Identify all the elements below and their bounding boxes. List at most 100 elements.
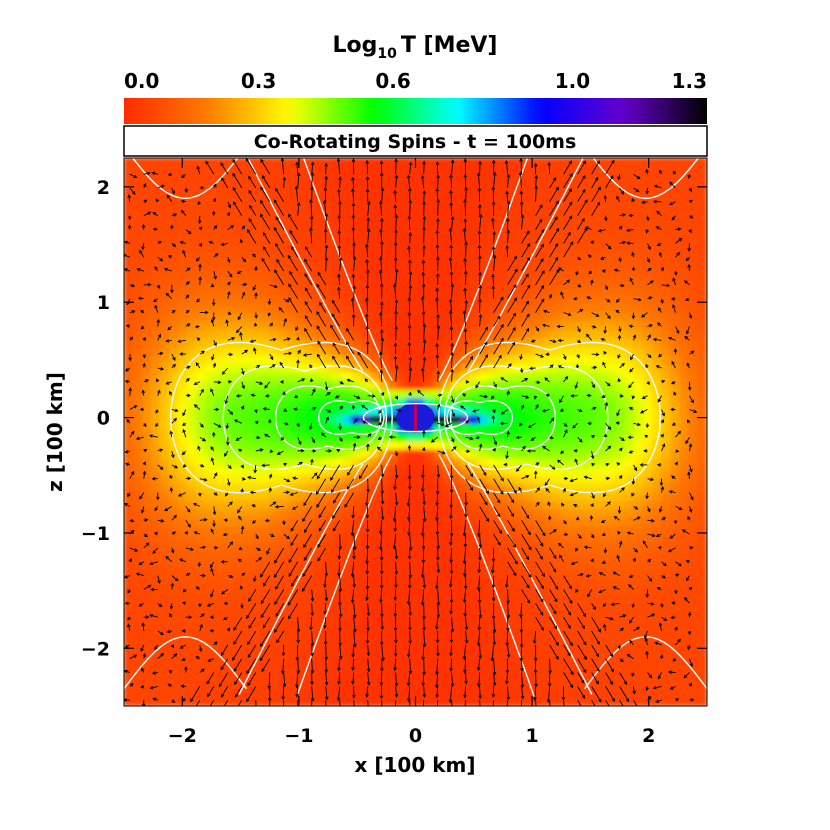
heat-cell	[533, 474, 544, 484]
heat-cell	[515, 508, 526, 519]
heat-cell	[569, 508, 580, 519]
heat-cell	[351, 628, 362, 638]
heat-cell	[651, 559, 662, 570]
heat-cell	[642, 354, 653, 364]
heat-cell	[670, 500, 681, 510]
heat-cell	[387, 328, 398, 339]
velocity-vector	[199, 277, 201, 285]
heat-cell	[241, 285, 253, 296]
heat-cell	[241, 234, 253, 245]
heat-cell	[251, 345, 262, 356]
heat-cell	[451, 166, 462, 176]
velocity-arrowhead	[261, 463, 266, 468]
heat-cell	[232, 559, 243, 570]
heat-cell	[205, 688, 216, 698]
velocity-vector	[157, 319, 159, 327]
velocity-arrowhead	[264, 433, 268, 438]
heat-cell	[150, 397, 161, 407]
heat-cell	[442, 542, 453, 553]
heat-cell	[415, 234, 426, 245]
heat-cell	[588, 551, 599, 561]
heat-cell	[405, 525, 416, 536]
heat-cell	[606, 166, 617, 176]
heat-cell	[378, 260, 389, 270]
heat-cell	[159, 277, 171, 287]
heat-cell	[651, 260, 662, 270]
heat-cell	[451, 243, 462, 253]
heat-cell	[660, 696, 672, 706]
velocity-vector	[255, 449, 263, 452]
heat-cell	[132, 388, 143, 399]
heat-cell	[396, 482, 407, 493]
heat-cell	[515, 500, 526, 510]
heat-cell	[615, 525, 626, 536]
heat-cell	[424, 431, 435, 442]
heat-cell	[169, 285, 180, 296]
heat-cell	[542, 594, 553, 604]
heat-cell	[569, 671, 580, 681]
heat-cell	[697, 431, 707, 442]
heat-cell	[433, 696, 444, 706]
heat-cell	[515, 363, 526, 373]
heat-cell	[141, 397, 152, 407]
heat-cell	[314, 474, 325, 484]
heat-cell	[478, 380, 489, 390]
heat-cell	[260, 679, 271, 690]
heat-cell	[469, 525, 480, 536]
heat-cell	[478, 688, 489, 698]
heat-cell	[533, 422, 544, 433]
heat-cell	[150, 508, 161, 519]
heat-cell	[305, 465, 316, 476]
heat-cell	[323, 662, 335, 673]
heat-cell	[606, 585, 617, 596]
heat-cell	[196, 654, 207, 664]
heat-cell	[533, 354, 544, 364]
heat-cell	[260, 431, 271, 442]
heat-cell	[196, 457, 207, 467]
heat-cell	[214, 320, 225, 330]
heat-cell	[433, 517, 444, 527]
heat-cell	[487, 166, 498, 176]
heat-cell	[241, 251, 253, 262]
heat-cell	[296, 577, 307, 587]
heat-cell	[378, 311, 389, 322]
heat-cell	[323, 260, 335, 270]
heat-cell	[451, 671, 462, 681]
heat-cell	[469, 508, 480, 519]
heat-cell	[342, 517, 353, 527]
heat-cell	[679, 320, 690, 330]
heat-cell	[569, 525, 580, 536]
heat-cell	[132, 551, 143, 561]
heat-cell	[178, 500, 189, 510]
heat-cell	[214, 371, 225, 382]
heat-cell	[415, 594, 426, 604]
heat-cell	[187, 226, 198, 236]
heat-cell	[588, 619, 599, 630]
heat-cell	[314, 345, 325, 356]
heat-cell	[670, 440, 681, 450]
heat-cell	[223, 577, 234, 587]
heat-cell	[323, 440, 335, 450]
heat-cell	[205, 243, 216, 253]
heat-cell	[232, 405, 243, 416]
heat-cell	[196, 422, 207, 433]
heat-cell	[223, 508, 234, 519]
heat-cell	[150, 585, 161, 596]
heat-cell	[323, 551, 335, 561]
heat-cell	[132, 294, 143, 305]
heat-cell	[442, 166, 453, 176]
heat-cell	[642, 337, 653, 347]
heat-cell	[323, 277, 335, 287]
velocity-vector	[152, 547, 159, 554]
heat-cell	[433, 294, 444, 305]
heat-cell	[223, 183, 234, 193]
heat-cell	[624, 200, 635, 210]
heat-cell	[424, 500, 435, 510]
heat-cell	[542, 679, 553, 690]
heat-cell	[524, 320, 535, 330]
velocity-arrowhead	[174, 577, 179, 582]
heat-cell	[196, 354, 207, 364]
heat-cell	[469, 363, 480, 373]
heat-cell	[269, 303, 280, 313]
heat-cell	[460, 619, 471, 630]
